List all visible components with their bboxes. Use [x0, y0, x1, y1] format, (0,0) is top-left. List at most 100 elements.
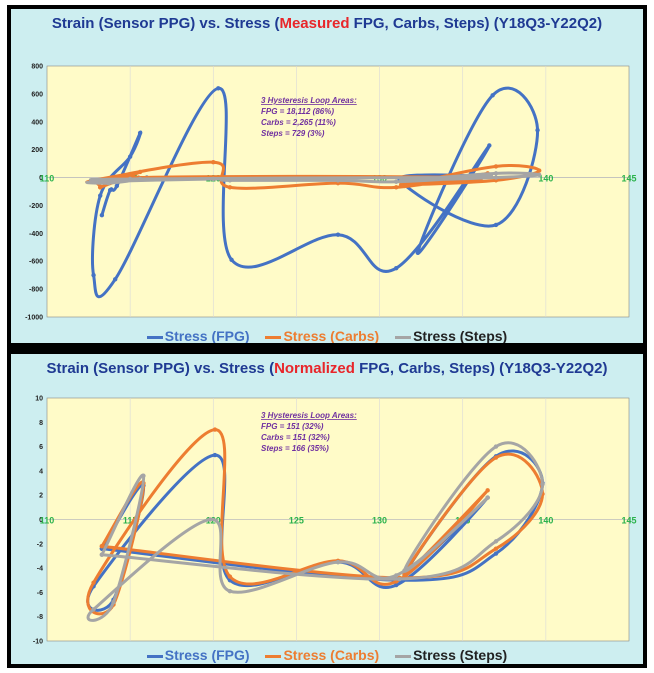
x-tick-label: 140	[538, 174, 553, 184]
y-tick-label: -800	[29, 287, 43, 294]
y-tick-label: -1000	[25, 315, 43, 322]
data-point	[493, 546, 499, 551]
annotation-line: Steps = 729 (3%)	[261, 129, 325, 138]
data-point	[394, 179, 399, 184]
data-point	[394, 185, 399, 190]
y-tick-label: 8	[39, 420, 43, 427]
data-point	[106, 180, 111, 186]
chart-panel-normalized: Strain (Sensor PPG) vs. Stress (Normaliz…	[11, 354, 643, 664]
x-tick-label: 145	[621, 516, 636, 526]
data-point	[98, 193, 103, 198]
data-point	[112, 277, 118, 282]
data-point	[540, 482, 545, 487]
y-tick-label: -8	[37, 614, 43, 621]
y-tick-label: -6	[37, 590, 43, 597]
data-point	[99, 552, 105, 557]
data-point	[410, 178, 416, 183]
data-point	[493, 171, 499, 176]
x-tick-label: 115	[123, 516, 138, 526]
chart-panel-measured: Strain (Sensor PPG) vs. Stress (Measured…	[11, 9, 643, 343]
data-point	[211, 160, 216, 165]
data-point	[137, 169, 143, 175]
data-point	[335, 178, 341, 183]
data-point	[212, 452, 218, 458]
chart-title-measured: Strain (Sensor PPG) vs. Stress (Measured…	[51, 15, 603, 32]
data-point	[537, 168, 542, 173]
x-tick-label: 145	[621, 174, 636, 184]
y-tick-label: -2	[37, 541, 43, 548]
data-point	[535, 127, 540, 133]
y-tick-label: 200	[31, 147, 43, 154]
data-point	[111, 599, 116, 605]
chart-measured: -1000-800-600-400-2000200400600800110115…	[25, 64, 636, 322]
annotation-line: Carbs = 2,265 (11%)	[261, 118, 336, 127]
data-point	[99, 544, 105, 549]
data-point	[227, 185, 233, 190]
annotation-heading: 3 Hysteresis Loop Areas:	[261, 96, 357, 105]
data-point	[394, 265, 399, 271]
data-point	[141, 473, 146, 478]
data-point	[485, 495, 490, 500]
data-point	[216, 86, 221, 91]
data-point	[335, 559, 341, 565]
y-tick-label: 4	[39, 468, 43, 475]
chart-title-normalized: Strain (Sensor PPG) vs. Stress (Normaliz…	[46, 360, 608, 377]
data-point	[493, 164, 499, 169]
data-point	[94, 178, 100, 183]
data-point	[107, 187, 113, 193]
data-point	[493, 444, 499, 449]
data-point	[229, 257, 234, 263]
data-point	[212, 427, 218, 432]
annotation-heading: 3 Hysteresis Loop Areas:	[261, 411, 357, 420]
y-tick-label: 800	[31, 64, 43, 71]
data-point	[402, 568, 407, 573]
data-point	[415, 250, 421, 256]
data-point	[91, 607, 96, 612]
annotation-line: Steps = 166 (35%)	[261, 444, 329, 453]
figure-frame: Strain (Sensor PPG) vs. Stress (Measured…	[7, 5, 647, 668]
data-point	[207, 517, 213, 522]
data-point	[91, 179, 96, 184]
data-point	[398, 182, 404, 187]
data-point	[227, 588, 233, 594]
y-tick-label: -400	[29, 231, 43, 238]
data-point	[91, 272, 96, 278]
data-point	[335, 232, 341, 237]
annotation-line: FPG = 151 (32%)	[261, 422, 324, 431]
data-point	[127, 176, 133, 182]
x-tick-label: 110	[40, 516, 55, 526]
legend-normalized: Stress (FPG) Stress (Carbs) Stress (Step…	[11, 647, 643, 663]
y-tick-label: -600	[29, 259, 43, 266]
x-tick-label: 140	[538, 516, 553, 526]
x-tick-label: 110	[40, 174, 55, 184]
data-point	[402, 183, 407, 189]
data-point	[137, 176, 143, 182]
data-point	[394, 582, 399, 588]
data-point	[91, 580, 96, 585]
data-point	[211, 176, 216, 182]
y-tick-label: 6	[39, 444, 43, 451]
y-tick-label: 0	[39, 175, 43, 182]
data-point	[487, 143, 492, 148]
data-point	[99, 213, 105, 218]
y-tick-label: 2	[39, 493, 43, 500]
data-point	[537, 172, 542, 177]
data-point	[98, 185, 103, 190]
y-tick-label: 600	[31, 91, 43, 98]
y-tick-label: -4	[37, 566, 43, 573]
data-point	[397, 576, 402, 582]
y-tick-label: 400	[31, 119, 43, 126]
y-tick-label: -10	[33, 639, 43, 646]
y-tick-label: 0	[39, 517, 43, 524]
data-point	[493, 222, 499, 228]
data-point	[394, 573, 399, 578]
annotation-line: Carbs = 151 (32%)	[261, 433, 330, 442]
data-point	[493, 539, 499, 544]
data-point	[493, 175, 499, 180]
data-point	[227, 178, 233, 183]
data-point	[485, 488, 490, 493]
x-tick-label: 125	[289, 516, 304, 526]
y-tick-label: 10	[35, 396, 43, 403]
data-point	[114, 183, 120, 189]
